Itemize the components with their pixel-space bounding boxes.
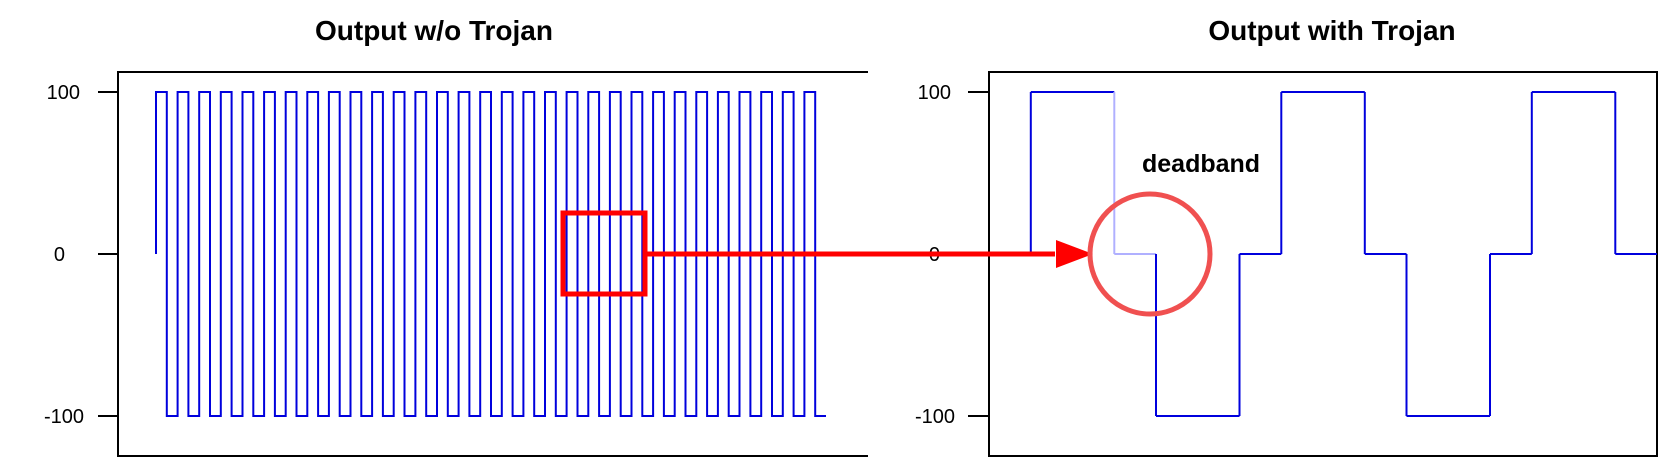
deadband-label: deadband xyxy=(1142,150,1260,178)
chart-right-ytick-label-neg100: -100 xyxy=(915,406,955,428)
chart-left-ytick-label-neg100: -100 xyxy=(44,406,84,428)
annotations: deadband xyxy=(560,150,1260,317)
chart-right-ytick-label-100: 100 xyxy=(918,82,951,104)
zoom-box xyxy=(560,210,648,297)
chart-left-frame xyxy=(117,71,868,457)
chart-left: Output w/o Trojan 100 0 -100 xyxy=(44,15,868,457)
chart-left-ytick-label-0: 0 xyxy=(54,244,65,266)
chart-left-plot-area xyxy=(155,91,826,417)
chart-left-series-line xyxy=(155,91,826,417)
chart-right-frame xyxy=(988,71,1658,457)
zoom-arrow-head xyxy=(1056,240,1093,268)
chart-right-title: Output with Trojan xyxy=(1208,15,1455,46)
deadband-circle xyxy=(1087,191,1213,317)
chart-right-plot-area xyxy=(989,91,1657,417)
chart-right: Output with Trojan 100 0 -100 xyxy=(915,15,1658,457)
chart-left-title: Output w/o Trojan xyxy=(315,15,553,46)
chart-left-ytick-label-100: 100 xyxy=(47,82,80,104)
